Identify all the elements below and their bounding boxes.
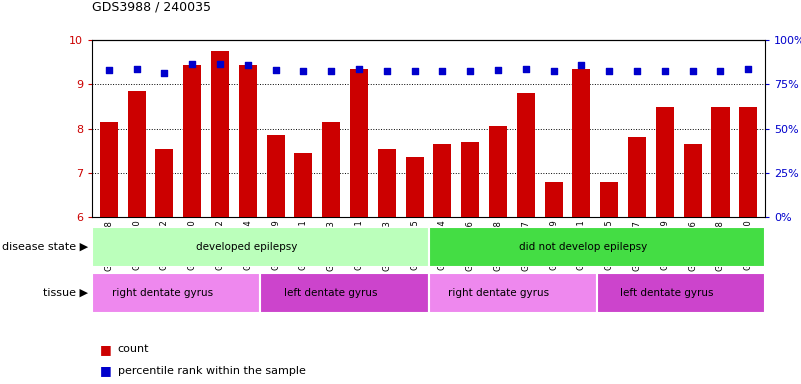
- Point: [103, 67, 115, 73]
- Text: count: count: [118, 344, 149, 354]
- Point: [325, 68, 338, 74]
- Point: [241, 61, 254, 68]
- Bar: [211, 51, 229, 217]
- Point: [742, 66, 755, 72]
- Point: [131, 66, 143, 72]
- Bar: [545, 182, 562, 217]
- Point: [492, 67, 505, 73]
- Point: [519, 66, 532, 72]
- Bar: [656, 107, 674, 217]
- Bar: [155, 149, 174, 217]
- Bar: [628, 137, 646, 217]
- Text: disease state ▶: disease state ▶: [2, 242, 88, 252]
- Text: GDS3988 / 240035: GDS3988 / 240035: [92, 0, 211, 13]
- Bar: [92, 273, 260, 313]
- Bar: [267, 135, 284, 217]
- Bar: [597, 273, 765, 313]
- Point: [630, 68, 643, 74]
- Point: [158, 70, 171, 76]
- Bar: [683, 144, 702, 217]
- Bar: [295, 153, 312, 217]
- Point: [686, 68, 699, 74]
- Point: [409, 68, 421, 74]
- Bar: [183, 65, 201, 217]
- Bar: [489, 126, 507, 217]
- Bar: [260, 273, 429, 313]
- Bar: [350, 69, 368, 217]
- Text: left dentate gyrus: left dentate gyrus: [620, 288, 714, 298]
- Bar: [378, 149, 396, 217]
- Bar: [322, 122, 340, 217]
- Point: [297, 68, 310, 74]
- Point: [714, 68, 727, 74]
- Point: [603, 68, 616, 74]
- Text: ■: ■: [100, 364, 112, 377]
- Bar: [461, 142, 479, 217]
- Bar: [739, 107, 757, 217]
- Text: percentile rank within the sample: percentile rank within the sample: [118, 366, 306, 376]
- Text: developed epilepsy: developed epilepsy: [195, 242, 297, 252]
- Bar: [92, 227, 429, 267]
- Text: ■: ■: [100, 343, 112, 356]
- Point: [658, 68, 671, 74]
- Point: [464, 68, 477, 74]
- Point: [436, 68, 449, 74]
- Bar: [239, 65, 257, 217]
- Point: [214, 61, 227, 67]
- Point: [269, 67, 282, 73]
- Text: did not develop epilepsy: did not develop epilepsy: [518, 242, 647, 252]
- Bar: [405, 157, 424, 217]
- Text: left dentate gyrus: left dentate gyrus: [284, 288, 377, 298]
- Bar: [127, 91, 146, 217]
- Text: right dentate gyrus: right dentate gyrus: [111, 288, 213, 298]
- Point: [575, 61, 588, 68]
- Bar: [573, 69, 590, 217]
- Point: [547, 68, 560, 74]
- Bar: [600, 182, 618, 217]
- Point: [186, 61, 199, 67]
- Bar: [711, 107, 730, 217]
- Bar: [429, 273, 597, 313]
- Bar: [433, 144, 452, 217]
- Point: [352, 66, 365, 72]
- Point: [380, 68, 393, 74]
- Text: right dentate gyrus: right dentate gyrus: [448, 288, 549, 298]
- Bar: [429, 227, 765, 267]
- Bar: [517, 93, 535, 217]
- Text: tissue ▶: tissue ▶: [43, 288, 88, 298]
- Bar: [100, 122, 118, 217]
